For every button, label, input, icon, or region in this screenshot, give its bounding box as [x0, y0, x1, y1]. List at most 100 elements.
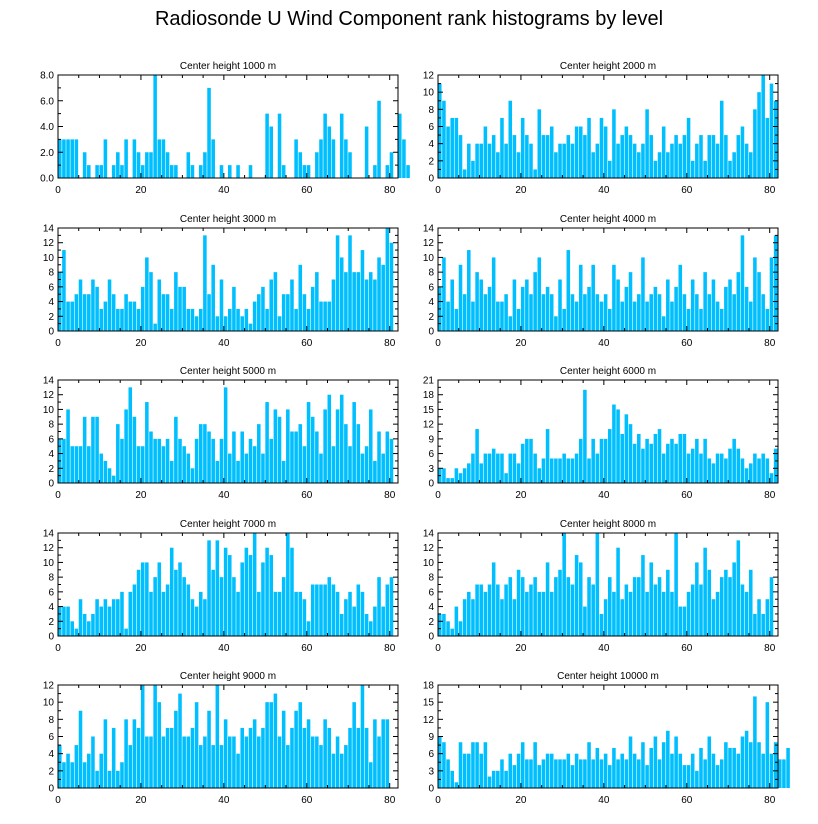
histogram-bar — [632, 301, 637, 331]
histogram-bar — [211, 745, 215, 788]
histogram-bar — [348, 152, 352, 178]
histogram-bar — [178, 693, 182, 788]
histogram-bar — [446, 301, 450, 331]
histogram-bar — [190, 599, 195, 636]
histogram-bar — [699, 747, 703, 788]
histogram-bar — [637, 759, 641, 788]
histogram-bar — [508, 316, 513, 331]
histogram-bar — [603, 126, 608, 178]
histogram-bar — [707, 458, 712, 483]
histogram-bar — [70, 301, 74, 331]
histogram-bar — [211, 139, 215, 179]
y-tick-label: 4.0 — [40, 122, 54, 133]
y-tick-label: 0 — [428, 479, 434, 490]
histogram-bar — [360, 250, 365, 331]
histogram-bar — [566, 753, 571, 788]
histogram-bar — [525, 135, 529, 178]
histogram-bar — [124, 628, 128, 636]
histogram-bar — [728, 160, 732, 178]
panel-title: Center height 9000 m — [180, 671, 276, 682]
x-tick-label: 80 — [384, 490, 396, 501]
histogram-bar — [269, 438, 274, 483]
histogram-bar — [624, 584, 629, 636]
histogram-bar — [616, 143, 620, 178]
histogram-bar — [381, 453, 385, 483]
histogram-bar — [70, 446, 74, 483]
histogram-bar — [666, 730, 670, 788]
histogram-bar — [223, 316, 228, 331]
histogram-bar — [591, 438, 595, 483]
histogram-bar — [116, 599, 120, 636]
histogram-bar — [132, 584, 137, 636]
histogram-bar — [377, 257, 381, 331]
histogram-bar — [670, 143, 674, 178]
histogram-bar — [719, 577, 724, 636]
histogram-bar — [724, 458, 728, 483]
histogram-bar — [128, 301, 133, 331]
histogram-bar — [715, 143, 720, 178]
histogram-bar — [666, 279, 670, 331]
histogram-bar — [240, 727, 244, 788]
histogram-bar — [442, 468, 446, 483]
histogram-bar — [323, 409, 327, 483]
histogram-bar — [257, 591, 261, 636]
x-tick-label: 80 — [384, 185, 396, 196]
histogram-bar — [74, 745, 79, 788]
histogram-bar — [533, 453, 537, 483]
histogram-bar — [78, 599, 83, 636]
histogram-bar — [558, 458, 562, 483]
histogram-bar — [649, 443, 654, 483]
histogram-bar — [591, 264, 595, 331]
y-tick-label: 10 — [43, 253, 55, 264]
histogram-bar — [686, 117, 691, 178]
histogram-bar — [674, 286, 678, 331]
histogram-bar — [753, 257, 757, 331]
histogram-bar — [377, 577, 381, 636]
y-tick-label: 6 — [48, 732, 54, 743]
histogram-bar — [149, 272, 153, 331]
histogram-bar — [286, 409, 290, 483]
histogram-bar — [732, 747, 736, 788]
histogram-bar — [537, 257, 542, 331]
y-tick-label: 6.0 — [40, 96, 54, 107]
histogram-bar — [111, 727, 116, 788]
histogram-bar — [298, 424, 303, 483]
histogram-bar — [458, 135, 463, 178]
x-tick-label: 80 — [764, 795, 776, 806]
histogram-bar — [462, 294, 467, 331]
histogram-bar — [323, 584, 327, 636]
histogram-bar — [740, 584, 745, 636]
histogram-bar — [339, 753, 344, 788]
histogram-bar — [223, 387, 228, 483]
histogram-bar — [178, 286, 182, 331]
histogram-bar — [252, 533, 257, 636]
histogram-bar — [637, 152, 641, 178]
histogram-bar — [583, 606, 587, 636]
histogram-panel: Center height 5000 m 0 20 40 60 80 0 2 4 6 8 10 12 14 — [43, 366, 399, 501]
histogram-bar — [442, 100, 446, 178]
histogram-bar — [82, 152, 87, 178]
y-tick-label: 2 — [428, 617, 434, 628]
histogram-bar — [248, 555, 253, 636]
histogram-bar — [773, 235, 778, 331]
histogram-bar — [352, 402, 356, 483]
histogram-bar — [140, 562, 145, 636]
histogram-bar — [682, 135, 687, 178]
histogram-bar — [219, 745, 224, 788]
histogram-bar — [612, 747, 616, 788]
y-tick-label: 14 — [423, 224, 435, 235]
histogram-bar — [95, 286, 99, 331]
histogram-bar — [616, 759, 620, 788]
histogram-bar — [545, 562, 550, 636]
histogram-bar — [649, 135, 654, 178]
histogram-bar — [554, 577, 558, 636]
y-tick-label: 8 — [48, 573, 54, 584]
histogram-bar — [360, 591, 365, 636]
histogram-bar — [265, 547, 269, 636]
histogram-bar — [504, 294, 508, 331]
x-tick-label: 40 — [598, 795, 610, 806]
histogram-bar — [331, 279, 336, 331]
histogram-bar — [599, 438, 604, 483]
histogram-bar — [724, 135, 728, 178]
histogram-bar — [765, 599, 770, 636]
